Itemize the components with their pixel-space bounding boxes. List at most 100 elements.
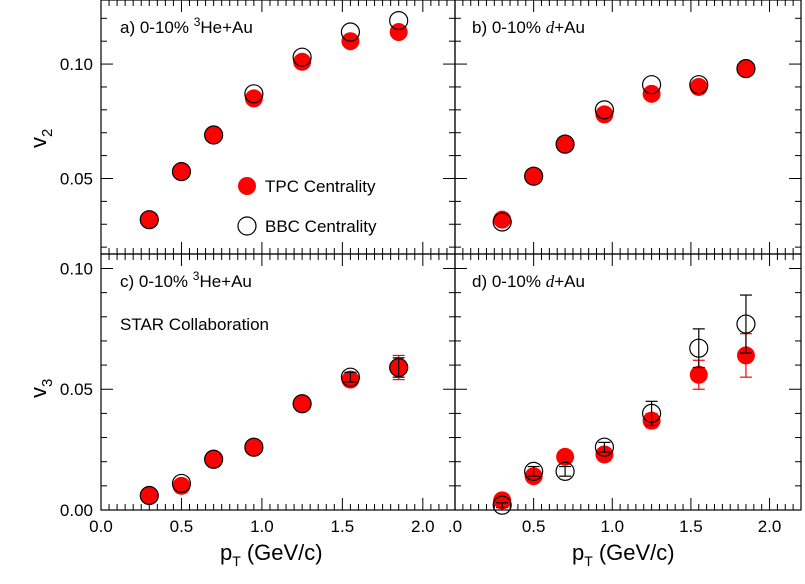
axis-ticks: 0.05 0.10 0.00 0.05 0.10 0.0 0.5 1.0 1.5 2.0 .0 0.5… bbox=[60, 0, 802, 536]
collaboration-label: STAR Collaboration bbox=[120, 315, 269, 334]
panel-b-label-italic: d bbox=[546, 18, 555, 37]
x-axis-title-right-sub: T bbox=[584, 553, 593, 569]
panel-c-label-sup: 3 bbox=[193, 269, 200, 283]
panel-d-bbc-point bbox=[492, 495, 512, 515]
panel-a-bbc-point bbox=[389, 10, 409, 31]
x-axis-title-right-main: p bbox=[572, 540, 584, 565]
panel-a-label: a) 0-10% 3He+Au bbox=[120, 15, 253, 37]
panel-a-bbc-point bbox=[340, 22, 361, 42]
panel-d-label: d) 0-10% d+Au bbox=[472, 272, 585, 291]
x-axis-title-right-units: (GeV/c) bbox=[599, 540, 675, 565]
panel-c-bbc-point bbox=[244, 437, 264, 457]
panel-d-xtick-label: 0.5 bbox=[522, 517, 546, 536]
panel-a-ytick-label: 0.05 bbox=[60, 169, 93, 188]
panel-c-tpc-point bbox=[293, 394, 312, 413]
panel-c-ytick-label: 0.05 bbox=[60, 380, 93, 399]
y-axis-title-top-sub: 2 bbox=[39, 129, 56, 137]
panel-d-tpc-point bbox=[493, 491, 512, 510]
panel-c-label-post: He+Au bbox=[199, 272, 251, 291]
panel-a-bbc-point bbox=[204, 125, 224, 145]
panel-a-bbc-point bbox=[139, 210, 159, 230]
panel-d-bbc-point bbox=[594, 437, 615, 457]
panel-a-tpc-point bbox=[172, 162, 191, 181]
panel-c-tpc-point bbox=[172, 476, 191, 495]
panel-a-bbc-point bbox=[244, 84, 264, 104]
panel-a-label-sup: 3 bbox=[194, 15, 201, 29]
panel-b-bbc-point bbox=[492, 212, 512, 232]
panel-c-tpc-point bbox=[204, 450, 223, 469]
panel-c-frame bbox=[100, 253, 456, 511]
x-axis-title-right: pT (GeV/c) bbox=[572, 540, 675, 569]
panel-a-bbc-point bbox=[171, 162, 192, 182]
panel-a-bbc-point bbox=[292, 47, 312, 67]
y-axis-title-bottom-main: v bbox=[26, 387, 51, 398]
panel-d-xtick-label: 1.5 bbox=[679, 517, 703, 536]
panel-c-xtick-label: 0.0 bbox=[89, 517, 113, 536]
panel-c-ytick-label: 0.00 bbox=[60, 501, 93, 520]
panel-d-tpc-point bbox=[736, 346, 755, 365]
panel-d-bbc-point bbox=[689, 338, 709, 358]
panel-b-tpc-point bbox=[524, 167, 543, 186]
panel-b-bbc-point bbox=[736, 59, 756, 79]
panel-c-bbc-point bbox=[389, 357, 409, 378]
panel-d-label-pre: d) 0-10% bbox=[472, 272, 546, 291]
panel-d-tpc-point bbox=[689, 365, 708, 384]
legend-label-bbc: BBC Centrality bbox=[265, 217, 377, 236]
y-axis-title-bottom: v3 bbox=[26, 379, 56, 398]
panel-d-xtick-label: .0 bbox=[448, 517, 462, 536]
panel-a-tpc-point bbox=[244, 89, 263, 108]
panel-d-bbc-point bbox=[555, 461, 575, 481]
panel-b-label-pre: b) 0-10% bbox=[472, 18, 546, 37]
panel-a-tpc-point bbox=[140, 210, 159, 229]
panel-b-tpc-point bbox=[493, 210, 512, 229]
legend-label-tpc: TPC Centrality bbox=[265, 177, 376, 196]
panel-b-bbc-point bbox=[641, 75, 662, 95]
panel-a-tpc-point bbox=[389, 23, 408, 42]
panel-b-tpc-point bbox=[595, 105, 614, 124]
panel-c-bbc-point bbox=[139, 485, 159, 506]
panel-a-label-post: He+Au bbox=[200, 18, 252, 37]
panel-b-tpc-point bbox=[736, 59, 755, 78]
panel-b-bbc-point bbox=[524, 166, 544, 186]
panel-c-bbc-point bbox=[292, 394, 312, 414]
panel-d-label-post: +Au bbox=[554, 272, 585, 291]
panel-b-tpc-point bbox=[556, 135, 575, 154]
x-axis-title-left-units: (GeV/c) bbox=[247, 540, 323, 565]
data-marks bbox=[139, 10, 756, 515]
panel-b-label-post: +Au bbox=[554, 18, 585, 37]
panel-b-label: b) 0-10% d+Au bbox=[472, 18, 585, 37]
panel-c-tpc-point bbox=[244, 438, 263, 457]
panel-c-tpc-point bbox=[140, 486, 159, 505]
x-axis-title-left: pT (GeV/c) bbox=[220, 540, 323, 569]
panel-d-tpc-point bbox=[595, 445, 614, 464]
panel-d-xtick-label: 2.0 bbox=[758, 517, 782, 536]
panel-d-bbc-point bbox=[641, 403, 662, 423]
panel-d-tpc-point bbox=[556, 447, 575, 466]
panel-a-ytick-label: 0.10 bbox=[60, 55, 93, 74]
panel-a-label-pre: a) 0-10% bbox=[120, 18, 194, 37]
y-axis-title-top-main: v bbox=[26, 137, 51, 148]
panel-c-label-pre: c) 0-10% bbox=[120, 272, 193, 291]
panel-c-bbc-point bbox=[171, 473, 192, 494]
panel-c-xtick-label: 2.0 bbox=[411, 517, 435, 536]
x-axis-title-left-main: p bbox=[220, 540, 232, 565]
panel-b-bbc-point bbox=[689, 75, 709, 95]
y-axis-title-top: v2 bbox=[26, 129, 56, 148]
y-axis-title-bottom-sub: 3 bbox=[39, 379, 56, 387]
panel-c-ytick-label: 0.10 bbox=[60, 259, 93, 278]
panel-c-xtick-label: 0.5 bbox=[170, 517, 194, 536]
legend-open-marker bbox=[237, 216, 257, 236]
panel-c-xtick-label: 1.0 bbox=[250, 517, 274, 536]
legend-filled-marker bbox=[238, 177, 256, 195]
panel-b-bbc-point bbox=[555, 134, 575, 154]
x-axis-title-left-sub: T bbox=[232, 553, 241, 569]
panel-b-bbc-point bbox=[594, 100, 615, 120]
panel-c-xtick-label: 1.5 bbox=[331, 517, 355, 536]
panel-c-bbc-point bbox=[204, 449, 224, 469]
panel-a-tpc-point bbox=[293, 52, 312, 71]
panel-d-frame bbox=[454, 253, 802, 511]
panel-a-tpc-point bbox=[204, 126, 223, 145]
panel-d-bbc-point bbox=[736, 314, 756, 334]
panel-d-bbc-point bbox=[524, 461, 544, 481]
